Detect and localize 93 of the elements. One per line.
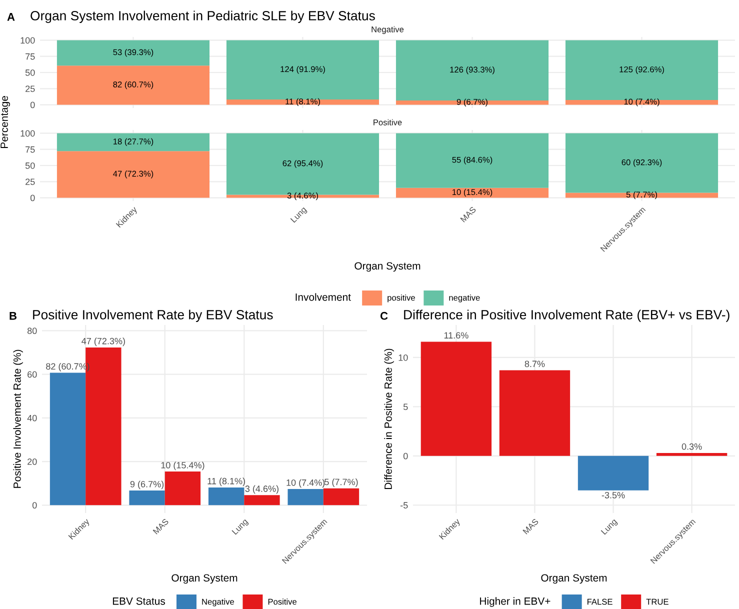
- y-tick-label: 0: [32, 502, 37, 509]
- bar: [56, 151, 210, 198]
- bar: [578, 456, 649, 490]
- y-tick-label: 50: [25, 69, 35, 76]
- data-label: 9 (6.7%): [130, 480, 164, 490]
- bar: [565, 192, 718, 198]
- bar: [56, 40, 210, 66]
- legend-title: Higher in EBV+: [480, 597, 550, 607]
- bar: [226, 100, 380, 105]
- bar: [164, 472, 201, 506]
- y-tick-label: 0: [30, 194, 35, 202]
- x-axis-title: Organ System: [354, 262, 420, 272]
- text: A: [7, 13, 15, 21]
- data-label: 47 (72.3%): [113, 170, 154, 178]
- data-label: 3 (4.6%): [245, 485, 278, 494]
- data-label: 55 (84.6%): [452, 156, 492, 164]
- data-label: 5 (7.7%): [324, 478, 358, 487]
- data-label: 126 (93.3%): [450, 66, 494, 74]
- legend-label: FALSE: [588, 598, 612, 605]
- y-tick-label: 100: [20, 37, 35, 44]
- data-label: 9 (6.7%): [456, 98, 488, 106]
- y-tick-label: 0: [403, 452, 408, 460]
- bar: [323, 488, 360, 506]
- y-tick-label: 25: [26, 86, 35, 92]
- y-tick-label: 0: [30, 102, 35, 108]
- y-tick-label: 100: [20, 130, 35, 137]
- data-label: 18 (27.7%): [113, 138, 154, 146]
- chart-subtitle: Positive: [374, 119, 402, 126]
- data-label: 10 (7.4%): [624, 98, 660, 106]
- data-label: 53 (39.3%): [113, 49, 154, 57]
- chart-title: Positive Involvement Rate by EBV Status: [33, 310, 273, 322]
- bar: [396, 40, 549, 100]
- chart-title: Organ System Involvement in Pediatric SLE by EBV Status: [30, 10, 375, 23]
- bar: [208, 487, 244, 506]
- chart-title: Difference in Positive Involvement Rate (EBV+ vs EBV-): [404, 310, 730, 322]
- data-label: 125 (92.6%): [620, 66, 664, 74]
- y-tick-label: 5: [403, 404, 408, 410]
- text: B: [10, 312, 17, 320]
- bar: [656, 452, 728, 456]
- data-label: -3.5%: [602, 492, 625, 498]
- bar: [288, 489, 324, 506]
- data-label: 0.3%: [682, 443, 702, 450]
- legend-label: Negative: [202, 598, 234, 606]
- bar: [129, 490, 165, 506]
- bar: [226, 40, 380, 100]
- x-axis-title: Organ System: [541, 574, 607, 584]
- data-label: 10 (15.4%): [452, 188, 492, 197]
- legend-label: negative: [449, 294, 480, 302]
- legend-title: Involvement: [296, 293, 351, 301]
- bar: [396, 133, 549, 188]
- bar: [56, 66, 210, 105]
- bar: [50, 372, 86, 506]
- text: C: [380, 312, 388, 320]
- data-label: 11.6%: [444, 332, 468, 339]
- y-tick-label: 75: [26, 53, 35, 60]
- y-axis-title: Difference in Positive Rate (%): [384, 348, 394, 489]
- data-label: 8.7%: [524, 360, 545, 368]
- y-tick-label: 40: [27, 414, 37, 422]
- y-tick-label: 20: [28, 458, 37, 465]
- y-axis-title: Percentage: [0, 96, 10, 148]
- data-label: 47 (72.3%): [82, 338, 125, 346]
- y-tick-label: 10: [398, 354, 408, 361]
- legend-label: Positive: [268, 598, 297, 605]
- data-label: 62 (95.4%): [282, 160, 323, 168]
- legend-title: EBV Status: [112, 597, 166, 605]
- bar: [244, 495, 280, 506]
- data-label: 124 (91.9%): [280, 66, 325, 74]
- bar: [565, 40, 718, 100]
- y-axis-title: Positive Involvement Rate (%): [13, 350, 23, 488]
- data-label: 10 (15.4%): [161, 462, 204, 470]
- bar: [420, 342, 492, 456]
- bar: [396, 188, 549, 198]
- legend-label: positive: [388, 294, 415, 302]
- data-label: 11 (8.1%): [208, 478, 245, 486]
- y-tick-label: 80: [27, 328, 37, 334]
- bar: [565, 100, 718, 105]
- y-tick-label: 25: [26, 178, 35, 185]
- data-label: 60 (92.3%): [622, 159, 662, 167]
- data-label: 82 (60.7%): [113, 81, 154, 90]
- data-label: 11 (8.1%): [286, 98, 320, 106]
- x-axis-title: Organ System: [172, 574, 238, 584]
- legend-label: TRUE: [646, 598, 668, 605]
- y-tick-label: 75: [26, 146, 35, 153]
- y-tick-label: -5: [400, 502, 408, 508]
- bar: [396, 100, 549, 105]
- data-label: 5 (7.7%): [626, 191, 657, 200]
- y-tick-label: 50: [25, 162, 35, 169]
- y-tick-label: 60: [28, 371, 37, 378]
- chart-subtitle: Negative: [372, 26, 404, 34]
- bar: [565, 133, 718, 193]
- bar: [499, 370, 570, 456]
- data-label: 10 (7.4%): [286, 479, 325, 488]
- bar: [56, 133, 210, 152]
